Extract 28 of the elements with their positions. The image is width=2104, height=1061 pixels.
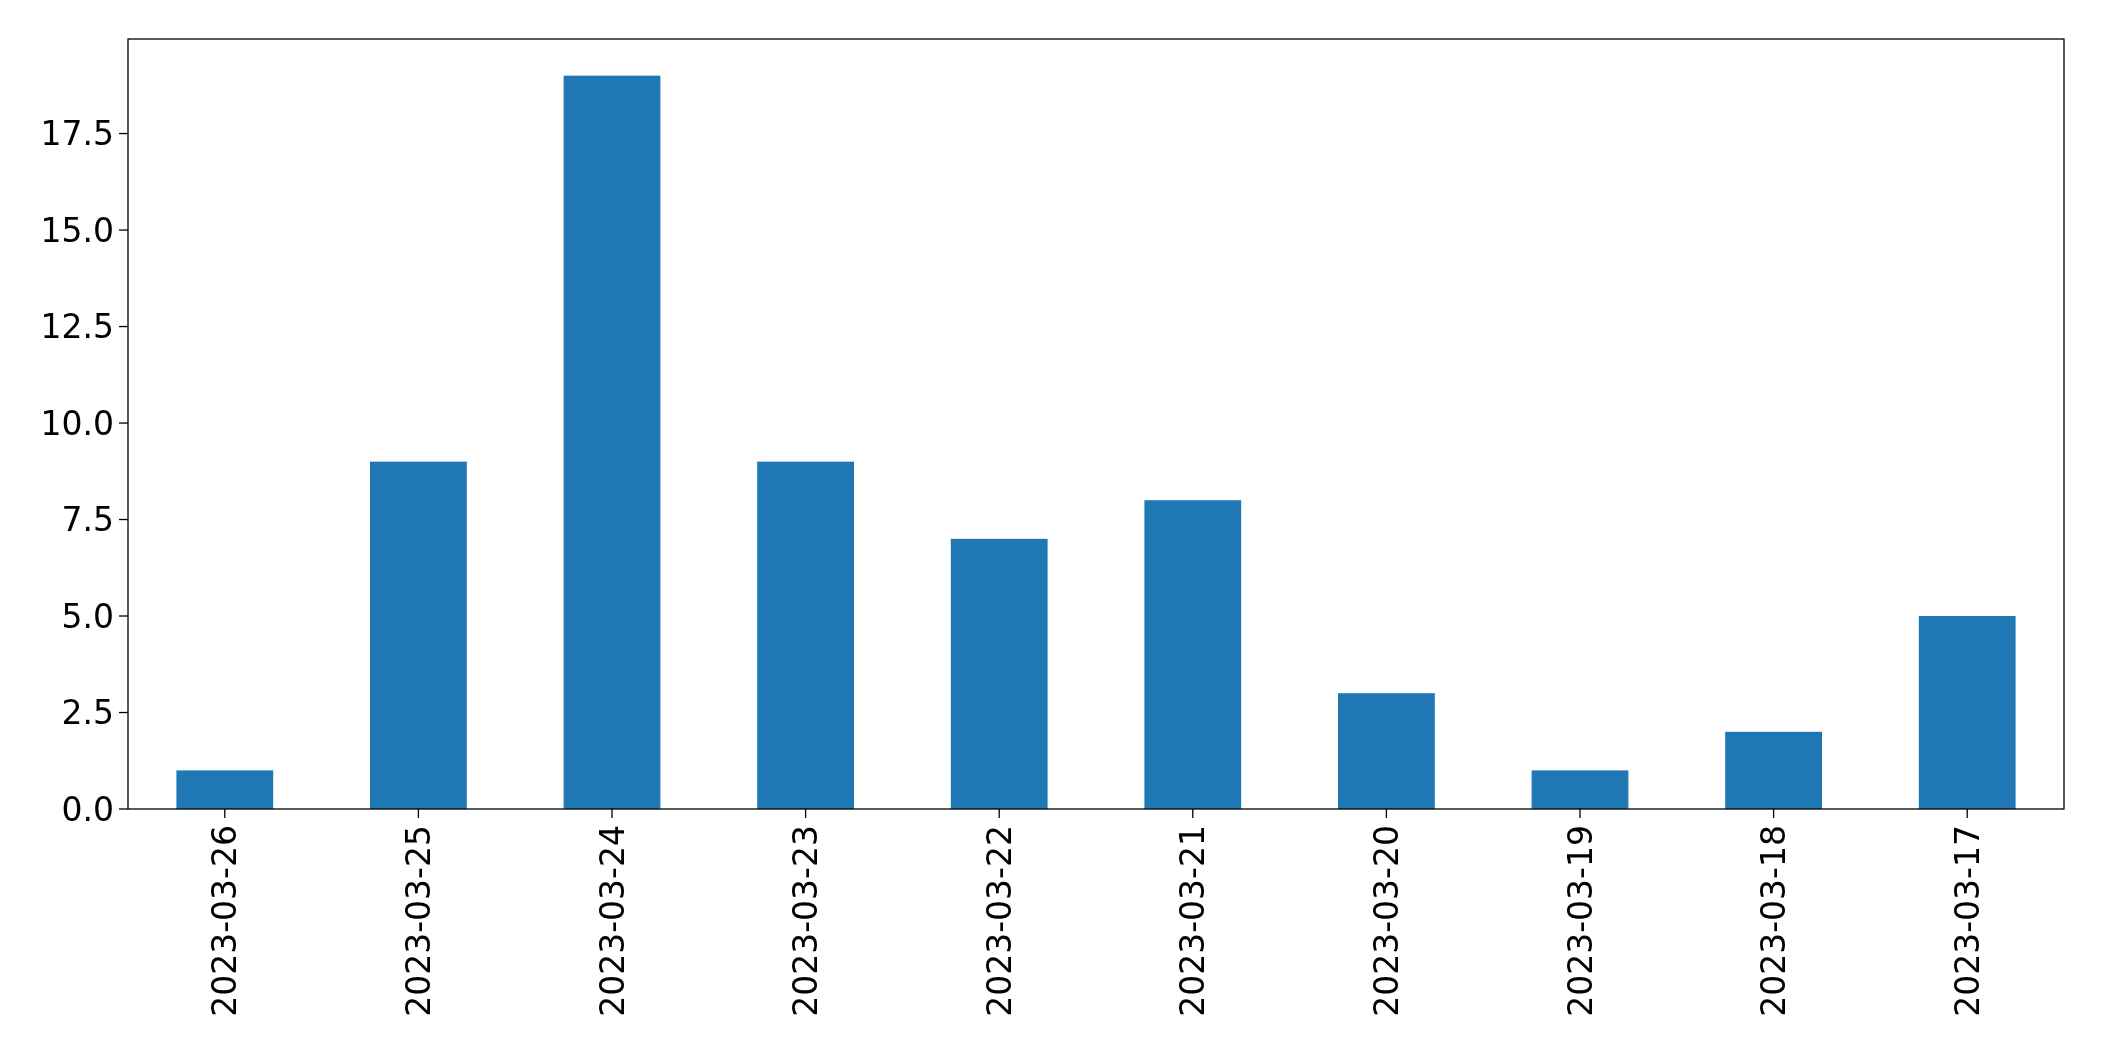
- x-tick-label: 2023-03-20: [1366, 825, 1406, 1017]
- y-tick-label: 5.0: [61, 596, 114, 636]
- bar: [950, 538, 1048, 809]
- y-tick-label: 15.0: [40, 210, 114, 250]
- y-tick-label: 17.5: [40, 114, 114, 154]
- x-tick-label: 2023-03-26: [205, 825, 245, 1017]
- bar: [1144, 500, 1242, 809]
- x-tick-label: 2023-03-21: [1173, 825, 1213, 1017]
- x-tick-label: 2023-03-17: [1947, 825, 1987, 1017]
- bar: [1338, 693, 1435, 809]
- y-tick-label: 12.5: [40, 307, 114, 347]
- bar: [563, 75, 661, 809]
- x-tick-label: 2023-03-19: [1560, 825, 1600, 1017]
- bar: [757, 461, 854, 809]
- bar: [370, 461, 467, 809]
- y-tick-label: 7.5: [61, 500, 114, 540]
- bar: [1725, 731, 1822, 809]
- bar: [1531, 770, 1629, 809]
- y-tick-label: 0.0: [61, 789, 114, 829]
- bar: [1918, 616, 2016, 809]
- x-tick-label: 2023-03-23: [786, 825, 826, 1017]
- y-tick-label: 2.5: [61, 693, 114, 733]
- x-tick-label: 2023-03-22: [979, 825, 1019, 1017]
- x-tick-label: 2023-03-25: [398, 825, 438, 1017]
- bar: [176, 770, 274, 809]
- x-tick-label: 2023-03-18: [1754, 825, 1794, 1017]
- y-tick-label: 10.0: [40, 403, 114, 443]
- x-tick-label: 2023-03-24: [592, 825, 632, 1017]
